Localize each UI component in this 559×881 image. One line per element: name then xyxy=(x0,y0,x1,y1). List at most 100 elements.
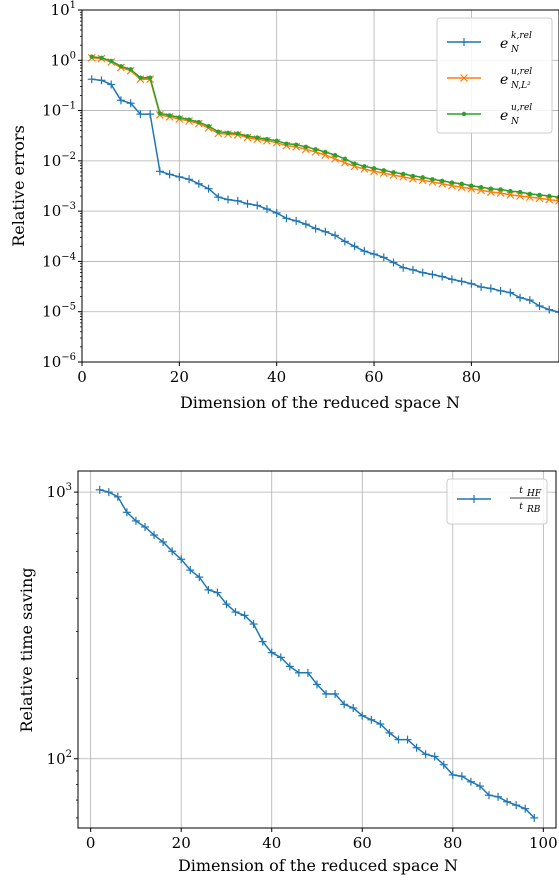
series-1-point xyxy=(285,662,294,671)
series-2-point xyxy=(535,194,544,203)
series-3-point xyxy=(498,187,503,192)
series-3-point xyxy=(255,135,260,140)
series-3-point xyxy=(410,173,416,179)
series-3-point xyxy=(206,123,211,129)
x-tick-label: 20 xyxy=(172,834,191,852)
series-3-point xyxy=(449,180,455,185)
series-2-point xyxy=(545,195,554,204)
legend-denominator-sub: RB xyxy=(526,505,541,515)
series-1-point xyxy=(466,777,475,786)
y-tick-label: 10−1 xyxy=(42,101,76,120)
series-1-point xyxy=(213,588,222,597)
series-3-point xyxy=(89,54,94,59)
x-tick-label: 40 xyxy=(262,834,281,852)
series-3-point xyxy=(284,141,289,146)
series-3-point xyxy=(235,131,240,136)
series-1-point xyxy=(379,253,388,262)
series-1-point xyxy=(292,216,301,225)
series-3-point xyxy=(147,75,153,80)
series-1-point xyxy=(195,573,204,582)
series-1-point xyxy=(177,555,186,564)
series-1-point xyxy=(545,305,554,314)
series-1-point xyxy=(367,715,376,724)
series-3-point xyxy=(381,168,386,173)
series-1-point xyxy=(301,220,310,229)
y-tick-label: 101 xyxy=(51,0,76,19)
x-tick-label: 40 xyxy=(267,368,286,386)
chart-1-frame xyxy=(81,9,559,363)
series-3-point xyxy=(430,177,435,182)
series-1-point xyxy=(311,224,320,233)
series-1-point xyxy=(403,735,412,744)
series-3-point xyxy=(342,156,348,161)
series-1-point xyxy=(331,231,340,240)
x-tick-label: 80 xyxy=(443,834,462,852)
legend-sup-3: u,rel xyxy=(511,103,532,113)
series-1-point xyxy=(159,538,168,547)
series-1-point xyxy=(525,296,534,305)
series-3-point xyxy=(138,75,143,80)
x-tick-label: 100 xyxy=(529,834,558,852)
x-tick-label: 0 xyxy=(86,834,96,852)
series-3-point xyxy=(216,129,221,134)
series-3-point xyxy=(537,192,542,198)
x-tick-label: 60 xyxy=(364,368,383,386)
series-1-point xyxy=(448,770,457,779)
series-2-point xyxy=(486,188,495,196)
series-1-point xyxy=(457,277,466,286)
series-1-point xyxy=(303,668,312,677)
series-1-point xyxy=(233,196,242,205)
series-3-point xyxy=(303,144,309,150)
series-1-point xyxy=(97,76,106,85)
legend-sub-1: N xyxy=(510,45,520,55)
series-1-point xyxy=(107,80,116,89)
chart-1-series xyxy=(87,53,559,317)
series-3-point xyxy=(401,171,406,177)
series-1-point xyxy=(358,711,367,720)
legend-box xyxy=(446,478,548,525)
chart-1-ylabel: Relative errors xyxy=(9,125,28,247)
series-1-point xyxy=(253,201,262,210)
chart-1: 0 20 40 60 8010−610−510−410−310−210−1100101 … xyxy=(9,0,559,412)
series-1-point xyxy=(360,247,369,256)
series-1-point xyxy=(438,272,447,281)
series-1-point xyxy=(186,566,195,575)
series-1-point xyxy=(140,522,149,531)
series-3-point xyxy=(264,136,270,142)
series-1-point xyxy=(394,735,403,744)
legend-denominator: t xyxy=(519,502,523,512)
series-1-point xyxy=(340,237,349,246)
legend-numerator-sub: HF xyxy=(526,489,542,499)
chart-2-series xyxy=(95,485,539,822)
series-2-point xyxy=(506,191,515,199)
series-3-point xyxy=(118,64,124,69)
series-3-point xyxy=(527,191,532,197)
y-tick-label: 10−4 xyxy=(42,251,76,270)
series-1-point xyxy=(258,637,267,646)
series-1-point xyxy=(95,485,104,494)
series-3-point xyxy=(186,117,192,122)
series-3-point xyxy=(391,170,396,175)
y-tick-label: 10−6 xyxy=(42,352,76,371)
legend-sup-2: u,rel xyxy=(511,67,532,77)
series-3-point xyxy=(245,133,250,139)
series-1-point xyxy=(185,175,194,184)
chart-2: 0 20 40 60 80 100 102 103 Dimension of the redu… xyxy=(17,470,558,875)
x-tick-label: 0 xyxy=(77,368,87,386)
chart-2-frame xyxy=(77,470,557,829)
y-tick-label: 102 xyxy=(47,749,72,768)
legend-numerator: t xyxy=(519,486,523,496)
series-1-point xyxy=(146,110,155,119)
series-1-point xyxy=(168,547,177,556)
series-1-point xyxy=(457,772,466,781)
series-1-point xyxy=(494,792,503,801)
series-1-point xyxy=(126,99,135,108)
chart-2-ylabel: Relative time saving xyxy=(17,567,36,732)
chart-2-xlabel: Dimension of the reduced space N xyxy=(178,856,458,875)
series-1-point xyxy=(496,286,505,295)
series-3-point xyxy=(508,188,513,194)
y-tick-label: 103 xyxy=(47,482,72,501)
series-3-point xyxy=(459,181,464,186)
series-1-point xyxy=(475,782,484,791)
